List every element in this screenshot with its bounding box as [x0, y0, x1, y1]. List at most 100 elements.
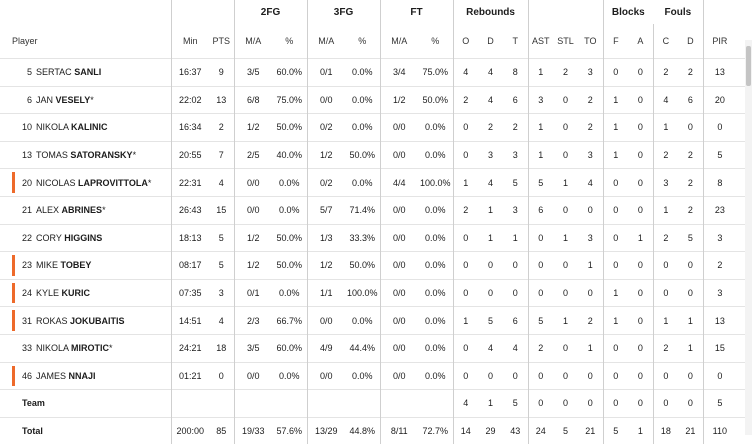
- column-header-pir[interactable]: PIR: [703, 24, 736, 59]
- cell-fls-c: 0: [653, 252, 678, 280]
- column-header-player[interactable]: Player: [0, 24, 171, 59]
- player-last-name: VESELY: [56, 95, 91, 105]
- column-header-reb-t[interactable]: T: [503, 24, 528, 59]
- cell-to: 1: [578, 252, 603, 280]
- cell-min: 14:51: [171, 307, 209, 335]
- group-header-misc: [528, 0, 603, 24]
- cell-ft-pct: 50.0%: [418, 86, 453, 114]
- player-last-name: ABRINES: [62, 205, 103, 215]
- cell-fls-d: 1: [678, 307, 703, 335]
- cell-ast: 0: [528, 390, 553, 418]
- cell-blk-f: 5: [603, 417, 628, 444]
- column-header-fls-d[interactable]: D: [678, 24, 703, 59]
- cell-pir: 0: [703, 114, 736, 142]
- cell-blk-a: 0: [628, 86, 653, 114]
- player-last-name: JOKUBAITIS: [70, 316, 125, 326]
- group-header-rebounds: Rebounds: [453, 0, 528, 24]
- column-header-blk-a[interactable]: A: [628, 24, 653, 59]
- player-first-name: JAN: [36, 95, 53, 105]
- cell-ft-ma: 4/4: [380, 169, 418, 197]
- column-header-min[interactable]: Min: [171, 24, 209, 59]
- cell-min: 200:00: [171, 417, 209, 444]
- column-header-fls-c[interactable]: C: [653, 24, 678, 59]
- cell-2fg-pct: 66.7%: [272, 307, 307, 335]
- cell-to: 3: [578, 141, 603, 169]
- cell-to: 0: [578, 362, 603, 390]
- column-header-3fg-ma[interactable]: M/A: [307, 24, 345, 59]
- column-header-row: Player Min PTS M/A % M/A % M/A % O D T A…: [0, 24, 752, 59]
- cell-stl: 0: [553, 86, 578, 114]
- scrollbar[interactable]: [745, 40, 752, 435]
- cell-pts: 18: [209, 334, 234, 362]
- cell-ast: 0: [528, 224, 553, 252]
- player-first-name: KYLE: [36, 288, 59, 298]
- cell-pts: [209, 390, 234, 418]
- column-header-pts[interactable]: PTS: [209, 24, 234, 59]
- cell-stl: 0: [553, 279, 578, 307]
- player-number: 46: [22, 371, 32, 381]
- column-header-2fg-ma[interactable]: M/A: [234, 24, 272, 59]
- group-header-basic: [171, 0, 234, 24]
- starter-mark: *: [148, 178, 152, 188]
- column-header-blk-f[interactable]: F: [603, 24, 628, 59]
- column-header-reb-o[interactable]: O: [453, 24, 478, 59]
- column-header-ft-pct[interactable]: %: [418, 24, 453, 59]
- cell-fls-d: 0: [678, 114, 703, 142]
- cell-3fg-pct: 0.0%: [345, 114, 380, 142]
- column-header-stl[interactable]: STL: [553, 24, 578, 59]
- column-header-3fg-pct[interactable]: %: [345, 24, 380, 59]
- cell-reb-d: 4: [478, 86, 503, 114]
- cell-stl: 5: [553, 417, 578, 444]
- cell-2fg-pct: 60.0%: [272, 59, 307, 87]
- player-marker: [12, 310, 15, 331]
- column-header-ast[interactable]: AST: [528, 24, 553, 59]
- column-header-to[interactable]: TO: [578, 24, 603, 59]
- cell-2fg-pct: 50.0%: [272, 252, 307, 280]
- column-header-reb-d[interactable]: D: [478, 24, 503, 59]
- cell-fls-d: 2: [678, 169, 703, 197]
- column-header-2fg-pct[interactable]: %: [272, 24, 307, 59]
- cell-ft-ma: [380, 390, 418, 418]
- cell-blk-f: 0: [603, 224, 628, 252]
- cell-2fg-ma: 3/5: [234, 59, 272, 87]
- cell-reb-t: 6: [503, 86, 528, 114]
- cell-ft-pct: 0.0%: [418, 114, 453, 142]
- cell-3fg-ma: 1/2: [307, 141, 345, 169]
- cell-stl: 0: [553, 362, 578, 390]
- cell-reb-t: 6: [503, 307, 528, 335]
- cell-reb-o: 0: [453, 141, 478, 169]
- cell-to: 2: [578, 86, 603, 114]
- cell-pir: 20: [703, 86, 736, 114]
- cell-3fg-ma: 0/2: [307, 169, 345, 197]
- column-header-ft-ma[interactable]: M/A: [380, 24, 418, 59]
- cell-reb-t: 4: [503, 334, 528, 362]
- cell-stl: 2: [553, 59, 578, 87]
- player-first-name: NICOLAS: [36, 178, 76, 188]
- cell-ft-pct: [418, 390, 453, 418]
- team-label: Team: [0, 390, 171, 418]
